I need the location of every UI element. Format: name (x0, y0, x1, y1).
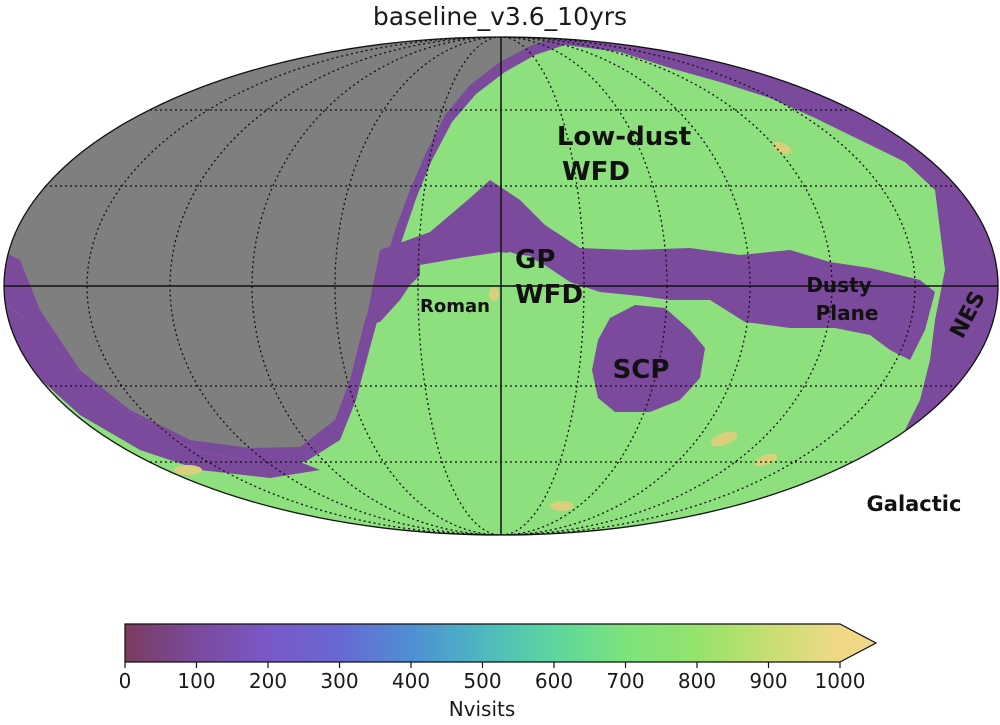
gp-wfd-region (420, 252, 580, 316)
colorbar-tick-label: 700 (606, 669, 644, 693)
colorbar-tick-label: 400 (392, 669, 430, 693)
ddf-spot-2 (489, 287, 499, 301)
ddf-spot-3 (710, 431, 738, 447)
label-low-dust-wfd: WFD (562, 157, 630, 187)
colorbar-outline (124, 623, 878, 663)
map-title: baseline_v3.6_10yrs (372, 2, 628, 31)
ddf-spot-5 (550, 501, 574, 511)
coordinate-system-label: Galactic (867, 492, 962, 516)
ddf-spot-6 (174, 465, 202, 475)
label-scp: SCP (613, 355, 670, 385)
colorbar-tick-label: 500 (463, 669, 501, 693)
colorbar-tick-label: 800 (678, 669, 716, 693)
label-plane: Plane (816, 301, 879, 325)
colorbar: 0 100 200 300 400 500 600 700 800 900 1000 Nvisits (119, 623, 878, 721)
colorbar-tick-label: 100 (177, 669, 215, 693)
label-roman: Roman (420, 296, 490, 317)
colorbar-tick-label: 1000 (815, 669, 866, 693)
colorbar-ticks: 0 100 200 300 400 500 600 700 800 900 1000 (119, 662, 866, 693)
colorbar-gradient (125, 624, 840, 662)
colorbar-tick-label: 600 (535, 669, 573, 693)
lower-rim (4, 300, 320, 478)
colorbar-tick-label: 200 (249, 669, 287, 693)
map-border (3, 36, 999, 536)
dusty-plane-band (365, 180, 935, 360)
colorbar-label: Nvisits (449, 697, 516, 721)
ddf-spot-1 (772, 141, 792, 155)
colorbar-tick-label: 900 (749, 669, 787, 693)
colorbar-tick-label: 0 (119, 669, 132, 693)
label-low-dust: Low-dust (557, 122, 691, 152)
ddf-spot-4 (754, 453, 778, 467)
colorbar-tick-label: 300 (320, 669, 358, 693)
colorbar-extend-arrow (840, 624, 876, 662)
label-gp-wfd: WFD (515, 280, 583, 310)
label-dusty: Dusty (806, 273, 871, 297)
scp-region (592, 305, 705, 412)
label-gp: GP (515, 245, 555, 275)
